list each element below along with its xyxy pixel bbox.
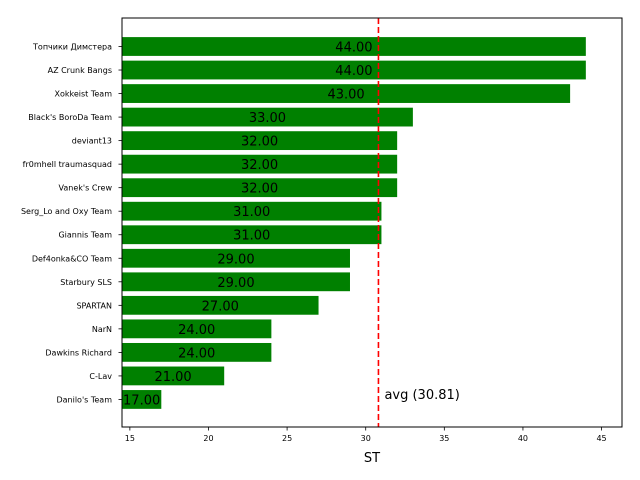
category-label: Serg_Lo and Oxy Team	[21, 207, 112, 216]
category-label: fr0mhell traumasquad	[23, 160, 112, 169]
category-label: AZ Crunk Bangs	[48, 66, 112, 75]
bar	[122, 107, 413, 127]
bar	[122, 131, 398, 151]
bar	[122, 225, 382, 245]
bar-value-label: 32.00	[241, 158, 278, 173]
average-label: avg (30.81)	[384, 388, 459, 403]
x-tick-label: 45	[596, 434, 606, 443]
bar-value-label: 27.00	[202, 299, 239, 314]
bars-group	[122, 37, 586, 409]
bar-value-label: 24.00	[178, 346, 215, 361]
category-label: Starbury SLS	[60, 278, 112, 287]
category-label: deviant13	[72, 137, 112, 146]
bar-value-label: 44.00	[335, 41, 372, 56]
category-label: Vanek's Crew	[59, 184, 113, 193]
bar-value-label: 31.00	[233, 229, 270, 244]
category-label: Xokkeist Team	[55, 90, 113, 99]
bar-labels-group: 44.00 44.00 43.00 33.00 32.00 32.00 32.00 31.00…	[123, 41, 372, 409]
bar-value-label: 32.00	[241, 182, 278, 197]
category-label: Giannis Team	[58, 231, 112, 240]
bar-value-label: 29.00	[217, 276, 254, 291]
x-tick-label: 40	[518, 434, 528, 443]
bar-value-label: 33.00	[249, 111, 286, 126]
bar-value-label: 21.00	[154, 370, 191, 385]
category-label: NarN	[92, 325, 112, 334]
bar	[122, 342, 272, 362]
bar	[122, 154, 398, 174]
category-label: Dawkins Richard	[45, 348, 112, 357]
category-label: Danilo's Team	[56, 395, 112, 404]
bar	[122, 84, 571, 103]
x-tick-label: 25	[282, 434, 292, 443]
bar	[122, 366, 225, 386]
bar	[122, 390, 162, 409]
x-tick-label: 20	[203, 434, 213, 443]
category-label: Топчики Димстера	[32, 43, 112, 52]
bar	[122, 295, 319, 315]
bar-value-label: 44.00	[335, 64, 372, 79]
category-label: SPARTAN	[76, 301, 112, 310]
category-labels-group: Топчики Димстера AZ Crunk Bangs Xokkeist T…	[21, 43, 122, 404]
bar-value-label: 24.00	[178, 323, 215, 338]
x-tick-label: 30	[361, 434, 371, 443]
category-label: C-Lav	[89, 372, 112, 381]
plot-frame	[121, 17, 623, 428]
bar	[122, 201, 382, 221]
bar	[122, 272, 350, 292]
bar	[122, 37, 586, 56]
bar	[122, 60, 586, 80]
category-label: Def4onka&CO Team	[32, 254, 112, 263]
bar	[122, 319, 272, 339]
bar-value-label: 43.00	[327, 88, 364, 103]
x-tick-label: 35	[439, 434, 449, 443]
bar	[122, 248, 350, 268]
bar-value-label: 17.00	[123, 393, 160, 408]
x-tick-label: 15	[125, 434, 135, 443]
x-axis-label: ST	[364, 451, 380, 466]
bar-value-label: 29.00	[217, 252, 254, 267]
category-label: Black's BoroDa Team	[28, 113, 112, 122]
bar	[122, 178, 398, 198]
x-ticks-group: 15 20 25 30 35 40 45	[125, 427, 607, 443]
bar-value-label: 31.00	[233, 205, 270, 220]
bar-value-label: 32.00	[241, 135, 278, 150]
